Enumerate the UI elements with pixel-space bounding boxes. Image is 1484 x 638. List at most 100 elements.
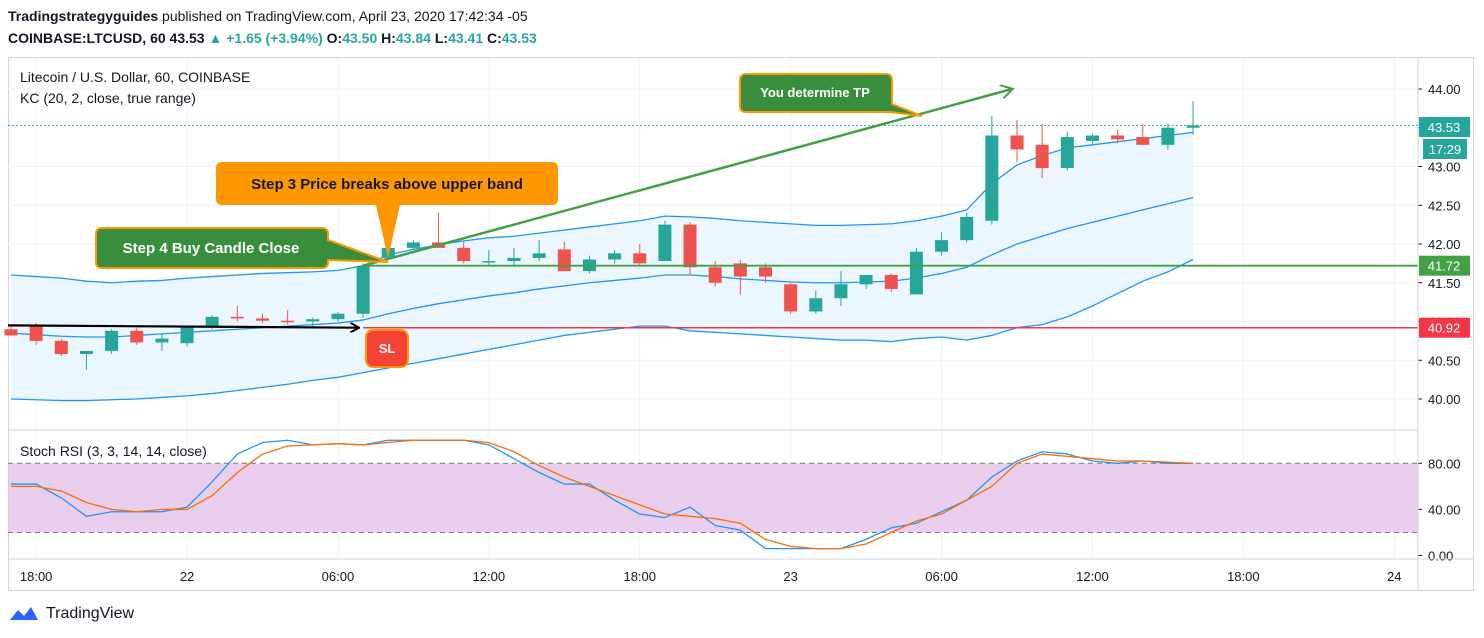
candle bbox=[884, 273, 898, 293]
candle-body bbox=[884, 275, 898, 289]
high-label: H: bbox=[381, 30, 396, 46]
price-tick-label: 44.00 bbox=[1428, 82, 1461, 97]
open-label: O: bbox=[326, 30, 343, 46]
candle-body bbox=[281, 320, 295, 323]
tp-callout: You determine TP bbox=[739, 73, 923, 117]
step3-callout: Step 3 Price breaks above upper band bbox=[216, 162, 558, 258]
candle bbox=[784, 282, 798, 314]
candle-body bbox=[4, 329, 18, 336]
candle-body bbox=[1111, 135, 1125, 140]
last-price-label: 43.53 bbox=[1428, 120, 1461, 135]
candle bbox=[306, 317, 320, 327]
candle-body bbox=[784, 284, 798, 312]
candle-body bbox=[79, 350, 93, 355]
price-tick-label: 42.00 bbox=[1428, 237, 1461, 252]
candle bbox=[482, 250, 496, 266]
candle-body bbox=[1085, 135, 1099, 141]
candle-body bbox=[130, 330, 144, 343]
candle-body bbox=[482, 261, 496, 263]
stoch-d-line bbox=[11, 439, 1194, 550]
candles bbox=[4, 101, 1200, 370]
candle bbox=[1111, 129, 1125, 144]
candle bbox=[331, 312, 345, 322]
time-tick-label: 12:00 bbox=[473, 569, 506, 584]
candle bbox=[406, 240, 420, 251]
time-tick-label: 12:00 bbox=[1076, 569, 1109, 584]
candle-body bbox=[633, 253, 647, 264]
candle-body bbox=[155, 338, 169, 343]
candle-body bbox=[457, 247, 471, 262]
candle bbox=[230, 306, 244, 322]
tp-callout-text: You determine TP bbox=[760, 85, 870, 100]
candle-body bbox=[507, 257, 521, 262]
up-arrow-icon: ▲ bbox=[208, 30, 223, 46]
indicator-legend: KC (20, 2, close, true range) bbox=[20, 90, 196, 106]
candle bbox=[985, 116, 999, 225]
candle bbox=[759, 263, 772, 283]
symbol-label: COINBASE:LTCUSD, 60 bbox=[8, 30, 166, 46]
candle-body bbox=[205, 316, 219, 327]
candle-body bbox=[557, 249, 571, 272]
stoch-rsi-band-fill bbox=[8, 463, 1418, 533]
candle bbox=[180, 325, 194, 347]
time-tick-label: 06:00 bbox=[925, 569, 958, 584]
candle bbox=[834, 271, 848, 306]
candle bbox=[1060, 131, 1074, 171]
stoch-k-line bbox=[11, 439, 1194, 550]
candle-body bbox=[960, 216, 974, 241]
candle bbox=[683, 222, 697, 275]
candle bbox=[29, 323, 43, 345]
candle bbox=[281, 309, 295, 325]
candle bbox=[105, 329, 119, 355]
stoch-rsi-lines bbox=[8, 439, 1418, 550]
step3-callout-text: Step 3 Price breaks above upper band bbox=[251, 176, 523, 193]
last-price: 43.53 bbox=[169, 30, 205, 46]
candle-body bbox=[230, 316, 244, 319]
entry-price-label: 41.72 bbox=[1428, 259, 1461, 274]
candle-body bbox=[356, 265, 370, 314]
candle-body bbox=[105, 330, 119, 351]
candle-body bbox=[1136, 137, 1150, 145]
time-tick-label: 24 bbox=[1387, 569, 1401, 584]
time-tick-label: 18:00 bbox=[623, 569, 656, 584]
sl-callout-text: SL bbox=[379, 341, 396, 356]
keltner-lower-band bbox=[10, 258, 1194, 402]
time-tick-label: 22 bbox=[180, 569, 194, 584]
candle bbox=[130, 327, 144, 345]
stoch-tick-label: 0.00 bbox=[1428, 549, 1453, 564]
footer-brand: TradingView bbox=[46, 605, 135, 622]
candle bbox=[54, 338, 68, 357]
publisher-name: Tradingstrategyguides bbox=[8, 8, 159, 24]
candle bbox=[1161, 123, 1175, 150]
sl-callout: SL bbox=[365, 328, 409, 368]
candle-body bbox=[759, 267, 772, 277]
candle bbox=[507, 247, 521, 266]
candle-body bbox=[1161, 127, 1175, 145]
price-tick-label: 41.50 bbox=[1428, 276, 1461, 291]
candle-body bbox=[809, 298, 823, 312]
low-label: L: bbox=[434, 30, 449, 46]
candle-body bbox=[256, 318, 269, 321]
low-value: 43.41 bbox=[448, 30, 484, 46]
candle bbox=[809, 290, 823, 314]
candle-body bbox=[180, 326, 194, 344]
candle-body bbox=[1035, 144, 1049, 169]
candle-body bbox=[1010, 135, 1024, 150]
tradingview-logo-icon bbox=[10, 607, 38, 620]
keltner-middle-band bbox=[10, 196, 1194, 338]
candle-body bbox=[658, 224, 672, 262]
candle bbox=[1136, 123, 1150, 145]
target-arrow-line bbox=[362, 89, 1012, 267]
stoch-tick-label: 40.00 bbox=[1428, 502, 1461, 517]
candle-body bbox=[985, 135, 999, 221]
candle bbox=[859, 275, 873, 289]
candle-body bbox=[708, 267, 722, 283]
candle-body bbox=[1060, 137, 1074, 169]
candle bbox=[658, 220, 672, 262]
candle-body bbox=[859, 275, 873, 285]
candle-body bbox=[406, 242, 420, 248]
candle bbox=[155, 333, 169, 351]
published-text: published on TradingView.com, April 23, … bbox=[162, 8, 528, 24]
candle bbox=[633, 244, 647, 266]
